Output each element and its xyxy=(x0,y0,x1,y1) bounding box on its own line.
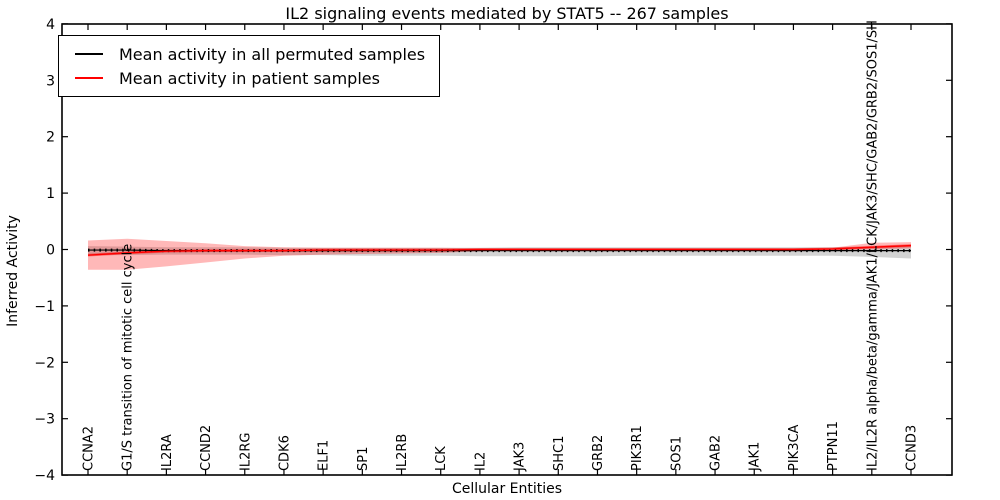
x-tick-label: JAK1 xyxy=(748,442,763,472)
x-tick-label: IL2 xyxy=(473,452,488,471)
y-tick-label: −3 xyxy=(34,412,55,428)
x-tick-label: CCNA2 xyxy=(82,426,97,471)
x-tick-label: JAK3 xyxy=(513,442,528,472)
x-tick-label: IL2RG xyxy=(238,433,253,471)
x-tick-label: LCK xyxy=(434,446,449,471)
y-tick-label: 4 xyxy=(46,17,55,33)
tick-marks xyxy=(62,23,952,476)
x-tick-label: SHC1 xyxy=(552,436,567,471)
x-tick-label: CCND2 xyxy=(199,425,214,471)
x-axis-label: Cellular Entities xyxy=(451,481,563,497)
y-tick-label: −1 xyxy=(34,299,55,315)
x-tick-labels: CCNA2 G1/S transition of mitotic cell cyc… xyxy=(82,20,920,472)
y-tick-label: 3 xyxy=(46,73,55,89)
y-tick-label: −2 xyxy=(34,355,55,371)
legend-item-permuted: Mean activity in all permuted samples xyxy=(69,42,425,66)
legend-label-permuted: Mean activity in all permuted samples xyxy=(119,44,426,64)
x-tick-label: IL2/IL2R alpha/beta/gamma/JAK1/LCK/JAK3/… xyxy=(865,20,880,471)
y-tick-label: −4 xyxy=(34,468,55,484)
patient-mean-line xyxy=(87,244,912,256)
x-tick-label: GRB2 xyxy=(591,435,606,471)
y-tick-label: 0 xyxy=(46,243,55,259)
x-tick-label: IL2RA xyxy=(160,434,175,471)
x-tick-label: PIK3R1 xyxy=(630,425,645,471)
x-tick-label: GAB2 xyxy=(709,435,724,471)
y-tick-label: 2 xyxy=(46,130,55,146)
y-axis-label: Inferred Activity xyxy=(5,215,21,327)
permuted-line-swatch xyxy=(75,53,103,55)
x-tick-label: G1/S transition of mitotic cell cycle xyxy=(121,244,136,471)
chart-title: IL2 signaling events mediated by STAT5 -… xyxy=(285,4,729,23)
y-tick-labels: −4 −3 −2 −1 0 1 2 3 4 xyxy=(34,17,55,484)
x-tick-label: PIK3CA xyxy=(787,424,802,471)
patient-line-swatch xyxy=(75,77,103,79)
x-tick-label: ELF1 xyxy=(317,440,332,471)
x-tick-label: SOS1 xyxy=(669,436,684,471)
patient-band xyxy=(88,238,911,270)
x-tick-label: CCND3 xyxy=(905,425,920,471)
x-tick-label: IL2RB xyxy=(395,434,410,471)
legend-label-patient: Mean activity in patient samples xyxy=(119,68,380,88)
x-tick-label: SP1 xyxy=(356,447,371,471)
y-tick-label: 1 xyxy=(46,186,55,202)
x-tick-label: PTPN11 xyxy=(826,421,841,471)
legend-item-patient: Mean activity in patient samples xyxy=(69,66,425,90)
x-tick-label: CDK6 xyxy=(277,435,292,471)
legend: Mean activity in all permuted samples Me… xyxy=(58,35,441,97)
